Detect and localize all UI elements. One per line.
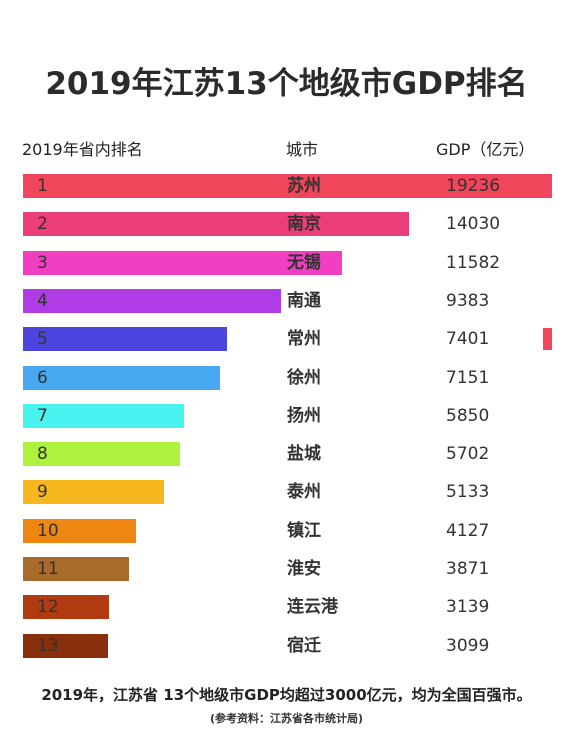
bar-row: 1 苏州 19236 xyxy=(0,174,573,212)
value-label: 3139 xyxy=(446,597,490,618)
rank-label: 12 xyxy=(37,597,59,618)
rank-label: 11 xyxy=(37,559,59,579)
bar xyxy=(23,365,220,390)
value-label: 9383 xyxy=(446,290,490,311)
bar-row: 5 常州 7401 xyxy=(0,327,573,365)
value-label: 5850 xyxy=(446,405,490,426)
bar xyxy=(23,174,552,198)
city-label: 泰州 xyxy=(287,482,321,503)
bar xyxy=(23,480,164,505)
city-label: 扬州 xyxy=(287,405,321,426)
bar xyxy=(23,557,129,581)
city-label: 连云港 xyxy=(287,597,338,618)
bar-row: 7 扬州 5850 xyxy=(0,403,573,442)
value-label: 19236 xyxy=(446,176,501,196)
bar-row: 8 盐城 5702 xyxy=(0,442,573,480)
value-label: 7151 xyxy=(446,367,490,388)
rank-label: 6 xyxy=(37,367,48,388)
value-label: 4127 xyxy=(446,520,490,541)
bar xyxy=(23,518,136,543)
header-gdp: GDP（亿元） xyxy=(436,140,535,159)
footnote: 2019年，江苏省 13个地级市GDP均超过3000亿元，均为全国百强市。 xyxy=(41,686,532,704)
city-label: 南通 xyxy=(287,290,321,311)
bar xyxy=(23,212,409,237)
header-rank: 2019年省内排名 xyxy=(22,140,143,159)
city-label: 无锡 xyxy=(287,252,321,273)
value-label: 3099 xyxy=(446,635,490,656)
city-label: 镇江 xyxy=(287,520,321,541)
bar xyxy=(23,250,342,275)
bar-row: 2 南京 14030 xyxy=(0,212,573,250)
value-label: 11582 xyxy=(446,252,501,273)
city-label: 常州 xyxy=(287,329,321,350)
city-label: 淮安 xyxy=(287,559,321,579)
rank-label: 1 xyxy=(37,176,48,196)
side-marker xyxy=(543,328,552,350)
value-label: 5702 xyxy=(446,444,490,465)
bar xyxy=(23,327,227,352)
rank-label: 2 xyxy=(37,214,48,235)
bar-row: 6 徐州 7151 xyxy=(0,365,573,404)
bar xyxy=(23,595,109,620)
bar-row: 3 无锡 11582 xyxy=(0,250,573,289)
rank-label: 5 xyxy=(37,329,48,350)
bar xyxy=(23,633,108,658)
value-label: 14030 xyxy=(446,214,501,235)
city-label: 盐城 xyxy=(287,444,321,465)
value-label: 5133 xyxy=(446,482,490,503)
rank-label: 13 xyxy=(37,635,59,656)
bar xyxy=(23,442,180,467)
city-label: 苏州 xyxy=(287,176,321,196)
bar xyxy=(23,403,184,428)
bar-row: 9 泰州 5133 xyxy=(0,480,573,518)
rank-label: 3 xyxy=(37,252,48,273)
city-label: 徐州 xyxy=(287,367,321,388)
source-note: (参考资料：江苏省各市统计局) xyxy=(209,712,364,725)
rank-label: 10 xyxy=(37,520,59,541)
rank-label: 9 xyxy=(37,482,48,503)
bar-row: 12 连云港 3139 xyxy=(0,595,573,633)
chart-title: 2019年江苏13个地级市GDP排名 xyxy=(45,66,528,102)
bar xyxy=(23,288,281,313)
rank-label: 4 xyxy=(37,290,48,311)
bar-row: 13 宿迁 3099 xyxy=(0,633,573,672)
city-label: 南京 xyxy=(287,214,321,235)
value-label: 7401 xyxy=(446,329,490,350)
rank-label: 8 xyxy=(37,444,48,465)
bar-row: 4 南通 9383 xyxy=(0,288,573,327)
bar-row: 11 淮安 3871 xyxy=(0,557,573,595)
rank-label: 7 xyxy=(37,405,48,426)
city-label: 宿迁 xyxy=(287,635,321,656)
value-label: 3871 xyxy=(446,559,490,579)
header-city: 城市 xyxy=(286,140,319,159)
bar-row: 10 镇江 4127 xyxy=(0,518,573,557)
